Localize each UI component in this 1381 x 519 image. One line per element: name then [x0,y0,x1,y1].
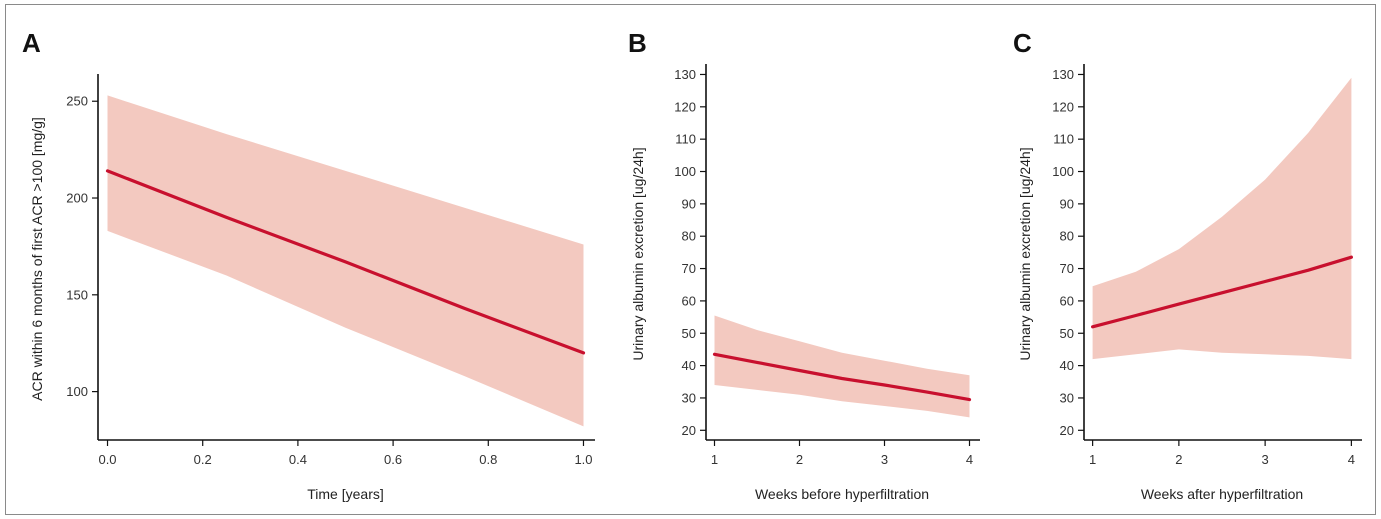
y-tick-label: 110 [1053,132,1074,147]
y-tick-label: 70 [1060,261,1074,276]
y-axis-label: Urinary albumin excretion [ug/24h] [630,147,646,360]
y-tick-label: 90 [682,196,696,211]
x-tick-label: 4 [1348,452,1355,467]
x-tick-label: 0.4 [289,452,307,467]
axes: 20 30 40 50 60 70 80 90 100 110 120 130 1 2 3 4 [674,64,980,467]
y-tick-label: 120 [1052,99,1074,114]
confidence-band [1092,77,1352,360]
panel-a: A 100 150 200 250 0.0 0.2 0.4 0.6 0.8 1.0 Time [yea… [22,28,595,502]
x-tick-label: 2 [1175,452,1182,467]
y-tick-label: 50 [1060,326,1074,341]
y-tick-label: 110 [675,132,696,147]
y-tick-label: 40 [1060,358,1074,373]
panel-letter: B [628,28,647,58]
y-tick-label: 20 [682,423,696,438]
y-tick-label: 120 [674,99,696,114]
y-tick-label: 80 [682,229,696,244]
y-tick-label: 30 [1060,390,1074,405]
y-tick-label: 130 [1052,67,1074,82]
y-tick-label: 100 [1052,164,1074,179]
x-tick-label: 0.2 [194,452,212,467]
series-line [105,169,586,355]
x-tick-label: 0.6 [384,452,402,467]
axes: 20 30 40 50 60 70 80 90 100 110 120 130 1 2 3 4 [1052,64,1362,467]
x-tick-label: 3 [881,452,888,467]
x-tick-label: 2 [796,452,803,467]
panel-letter: C [1013,28,1032,58]
y-tick-label: 100 [674,164,696,179]
y-tick-label: 80 [1060,229,1074,244]
figure-frame [5,4,1376,515]
y-tick-label: 90 [1060,196,1074,211]
y-tick-label: 100 [66,384,88,399]
y-tick-label: 30 [682,390,696,405]
panel-c: C 20 30 40 50 60 70 80 90 100 110 120 130 1 2 3 4 Weeks a… [1013,28,1362,502]
panel-letter: A [22,28,41,58]
axes: 100 150 200 250 0.0 0.2 0.4 0.6 0.8 1.0 [66,74,595,467]
y-tick-label: 50 [682,326,696,341]
x-tick-label: 0.0 [98,452,116,467]
y-tick-label: 150 [66,287,88,302]
x-tick-label: 0.8 [479,452,497,467]
series-line [1091,255,1353,329]
y-axis-label: Urinary albumin excretion [ug/24h] [1017,147,1033,360]
y-axis-label: ACR within 6 months of first ACR >100 [m… [29,117,45,401]
x-tick-label: 1 [1089,452,1096,467]
x-tick-label: 1.0 [574,452,592,467]
x-axis-label: Weeks before hyperfiltration [755,486,929,502]
confidence-band [714,315,970,418]
y-tick-label: 40 [682,358,696,373]
y-tick-label: 20 [1060,423,1074,438]
x-tick-label: 1 [711,452,718,467]
x-tick-label: 4 [966,452,973,467]
y-tick-label: 60 [1060,293,1074,308]
y-tick-label: 200 [66,191,88,206]
x-axis-label: Time [years] [307,486,384,502]
x-tick-label: 3 [1262,452,1269,467]
x-axis-label: Weeks after hyperfiltration [1141,486,1303,502]
y-tick-label: 70 [682,261,696,276]
y-tick-label: 60 [682,293,696,308]
y-tick-label: 130 [674,67,696,82]
y-tick-label: 250 [66,94,88,109]
series-line [712,352,972,402]
panel-b: B 20 30 40 50 60 70 80 90 100 110 120 130 1 2 3 4 Weeks b… [628,28,980,502]
